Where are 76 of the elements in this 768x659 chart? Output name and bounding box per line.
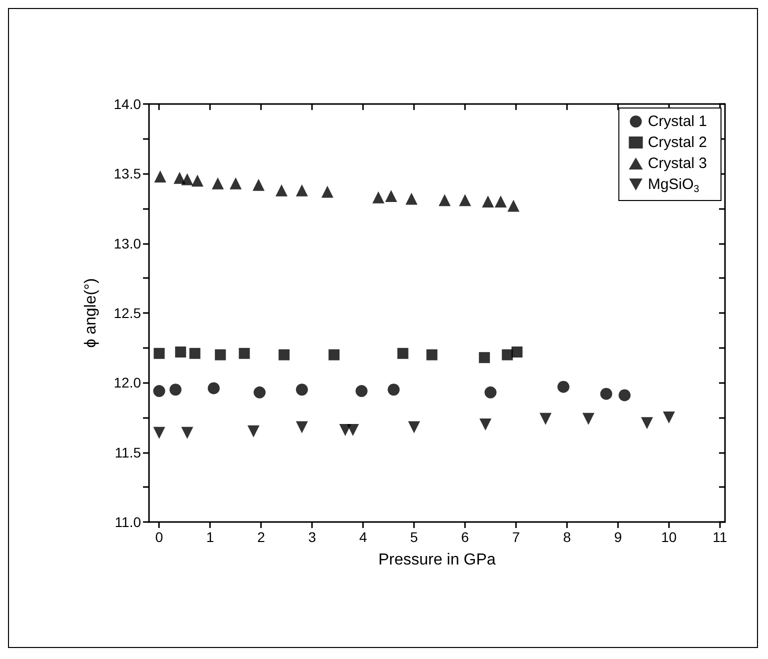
point [296, 184, 308, 196]
point [252, 178, 265, 191]
y-tick-label: 12.0 [114, 374, 142, 391]
point [296, 421, 308, 434]
point [494, 196, 507, 208]
y-tick-label: 11.0 [114, 514, 142, 530]
point [507, 200, 520, 212]
x-tick-label: 6 [461, 529, 470, 545]
point [328, 349, 340, 360]
x-tick-label: 3 [308, 529, 316, 545]
point [346, 424, 359, 436]
point [254, 386, 266, 398]
point [397, 348, 408, 359]
x-tick-label: 10 [661, 529, 677, 545]
point [356, 385, 368, 398]
point [181, 426, 194, 439]
point [600, 388, 612, 400]
point [484, 386, 497, 398]
x-tick-label: 0 [155, 529, 164, 545]
point [212, 177, 224, 190]
point [278, 349, 290, 360]
point [479, 418, 492, 430]
y-tick-label: 11.5 [114, 444, 142, 460]
point [154, 348, 165, 359]
point [641, 417, 654, 430]
point [153, 426, 166, 439]
x-tick-label: 2 [257, 529, 266, 545]
point [247, 425, 260, 438]
point [181, 173, 194, 186]
point [557, 380, 570, 393]
point [230, 177, 242, 190]
point [175, 346, 186, 358]
legend-label: Crystal 2 [648, 134, 708, 151]
y-tick-label: 13.5 [114, 166, 142, 182]
point [662, 412, 675, 424]
point [540, 412, 552, 425]
point [582, 412, 594, 425]
x-axis-title: Pressure in GPa [378, 552, 496, 568]
point [189, 348, 200, 359]
x-tick-label: 4 [359, 529, 368, 545]
point [478, 352, 490, 364]
point [321, 186, 334, 198]
point [154, 170, 166, 182]
point [372, 191, 384, 204]
point [406, 192, 418, 205]
point [174, 172, 186, 184]
x-tick-label: 8 [563, 529, 572, 545]
point [296, 384, 308, 396]
point [208, 382, 220, 394]
point [276, 184, 288, 196]
y-axis-title: ϕ angle(°) [82, 278, 100, 348]
point [618, 389, 631, 402]
x-tick-label: 9 [614, 529, 622, 545]
point [153, 385, 166, 398]
point [385, 190, 398, 202]
x-tick-label: 7 [512, 529, 520, 545]
x-tick-label: 11 [712, 529, 728, 545]
point [426, 349, 438, 360]
point [438, 194, 451, 206]
y-tick-label: 14.0 [114, 96, 142, 112]
point [238, 348, 250, 359]
point [408, 421, 420, 434]
y-tick-label: 13.0 [114, 235, 142, 252]
point [191, 174, 204, 187]
point [459, 194, 472, 206]
legend-label: Crystal 1 [648, 113, 708, 130]
x-tick-label: 5 [410, 529, 418, 545]
point [214, 349, 226, 360]
point [170, 384, 182, 396]
point [512, 346, 523, 358]
y-tick-label: 12.5 [114, 305, 142, 321]
legend-label: Crystal 3 [648, 155, 708, 172]
x-tick-label: 1 [206, 529, 214, 545]
point [482, 196, 494, 208]
point [502, 349, 513, 360]
point [388, 384, 400, 396]
